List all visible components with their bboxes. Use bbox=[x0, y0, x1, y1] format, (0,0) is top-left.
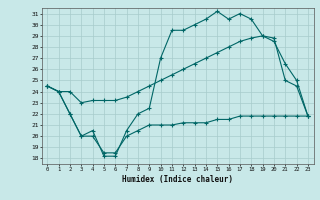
X-axis label: Humidex (Indice chaleur): Humidex (Indice chaleur) bbox=[122, 175, 233, 184]
